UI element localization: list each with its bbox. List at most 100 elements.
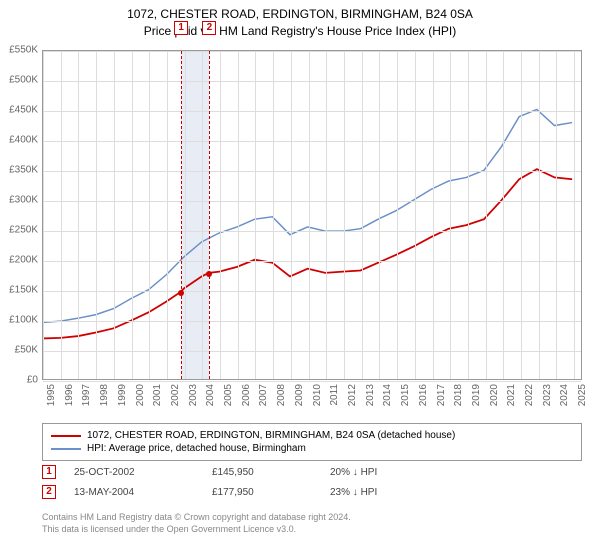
grid-line-vertical — [539, 51, 540, 379]
y-axis-label: £100K — [9, 315, 38, 326]
grid-line-vertical — [344, 51, 345, 379]
legend-item: 1072, CHESTER ROAD, ERDINGTON, BIRMINGHA… — [51, 430, 573, 441]
sale-date: 25-OCT-2002 — [74, 467, 194, 478]
legend-item: HPI: Average price, detached house, Birm… — [51, 443, 573, 454]
marker-badge-icon: 1 — [42, 465, 56, 479]
grid-line-horizontal — [43, 381, 581, 382]
y-axis-label: £0 — [27, 375, 38, 386]
grid-line-vertical — [291, 51, 292, 379]
chart-lines-svg — [43, 51, 581, 379]
grid-line-horizontal — [43, 51, 581, 52]
grid-line-vertical — [415, 51, 416, 379]
y-axis-label: £400K — [9, 135, 38, 146]
x-axis-label: 2015 — [400, 384, 411, 406]
grid-line-horizontal — [43, 291, 581, 292]
grid-line-vertical — [397, 51, 398, 379]
x-axis-label: 1999 — [117, 384, 128, 406]
x-axis-label: 2001 — [152, 384, 163, 406]
x-axis-label: 2021 — [506, 384, 517, 406]
grid-line-horizontal — [43, 261, 581, 262]
marker-line — [209, 51, 210, 379]
grid-line-vertical — [556, 51, 557, 379]
grid-line-vertical — [255, 51, 256, 379]
legend-label: 1072, CHESTER ROAD, ERDINGTON, BIRMINGHA… — [87, 430, 455, 441]
x-axis-label: 2025 — [577, 384, 588, 406]
x-axis-label: 2010 — [312, 384, 323, 406]
legend-swatch — [51, 448, 81, 450]
x-axis-label: 2019 — [471, 384, 482, 406]
x-axis-label: 2022 — [524, 384, 535, 406]
x-axis-label: 1995 — [46, 384, 57, 406]
grid-line-vertical — [468, 51, 469, 379]
marker-point — [178, 290, 184, 296]
grid-line-vertical — [379, 51, 380, 379]
x-axis-label: 2024 — [559, 384, 570, 406]
grid-line-vertical — [574, 51, 575, 379]
x-axis-label: 2004 — [205, 384, 216, 406]
grid-line-horizontal — [43, 201, 581, 202]
y-axis-label: £250K — [9, 225, 38, 236]
x-axis-label: 2012 — [347, 384, 358, 406]
x-axis-label: 2011 — [329, 384, 340, 406]
y-axis-label: £550K — [9, 45, 38, 56]
x-axis-label: 2013 — [365, 384, 376, 406]
data-table: 1 25-OCT-2002 £145,950 20% ↓ HPI 2 13-MA… — [42, 465, 582, 505]
sale-price: £177,950 — [212, 487, 312, 498]
legend: 1072, CHESTER ROAD, ERDINGTON, BIRMINGHA… — [42, 423, 582, 461]
grid-line-vertical — [149, 51, 150, 379]
marker-badge: 1 — [174, 21, 188, 35]
grid-line-vertical — [167, 51, 168, 379]
x-axis-label: 2020 — [489, 384, 500, 406]
hpi-delta: 23% ↓ HPI — [330, 487, 430, 498]
y-axis-label: £300K — [9, 195, 38, 206]
x-axis-label: 2016 — [418, 384, 429, 406]
x-axis-label: 2002 — [170, 384, 181, 406]
footer-line-2: This data is licensed under the Open Gov… — [42, 524, 582, 536]
grid-line-vertical — [43, 51, 44, 379]
grid-line-vertical — [220, 51, 221, 379]
marker-point — [206, 271, 212, 277]
marker-line — [181, 51, 182, 379]
x-axis-label: 1997 — [81, 384, 92, 406]
grid-line-vertical — [273, 51, 274, 379]
grid-line-vertical — [238, 51, 239, 379]
x-axis-label: 1996 — [64, 384, 75, 406]
marker-badge-icon: 2 — [42, 485, 56, 499]
chart-title: 1072, CHESTER ROAD, ERDINGTON, BIRMINGHA… — [0, 0, 600, 40]
footer-line-1: Contains HM Land Registry data © Crown c… — [42, 512, 582, 524]
x-axis-label: 2009 — [294, 384, 305, 406]
grid-line-vertical — [362, 51, 363, 379]
x-axis-label: 2003 — [188, 384, 199, 406]
sale-price: £145,950 — [212, 467, 312, 478]
grid-line-horizontal — [43, 231, 581, 232]
grid-line-horizontal — [43, 81, 581, 82]
grid-line-vertical — [114, 51, 115, 379]
y-axis-label: £200K — [9, 255, 38, 266]
grid-line-horizontal — [43, 351, 581, 352]
hpi-delta: 20% ↓ HPI — [330, 467, 430, 478]
title-line-1: 1072, CHESTER ROAD, ERDINGTON, BIRMINGHA… — [0, 6, 600, 23]
title-line-2: Price paid vs. HM Land Registry's House … — [0, 23, 600, 40]
grid-line-vertical — [96, 51, 97, 379]
y-axis-label: £500K — [9, 75, 38, 86]
sale-date: 13-MAY-2004 — [74, 487, 194, 498]
grid-line-horizontal — [43, 171, 581, 172]
x-axis-label: 2008 — [276, 384, 287, 406]
x-axis-label: 2018 — [453, 384, 464, 406]
data-row: 2 13-MAY-2004 £177,950 23% ↓ HPI — [42, 485, 582, 499]
grid-line-vertical — [78, 51, 79, 379]
grid-line-vertical — [132, 51, 133, 379]
grid-line-horizontal — [43, 141, 581, 142]
y-axis-label: £350K — [9, 165, 38, 176]
x-axis-label: 2005 — [223, 384, 234, 406]
grid-line-vertical — [503, 51, 504, 379]
x-axis-label: 1998 — [99, 384, 110, 406]
grid-line-horizontal — [43, 321, 581, 322]
grid-line-vertical — [433, 51, 434, 379]
grid-line-horizontal — [43, 111, 581, 112]
y-axis-label: £150K — [9, 285, 38, 296]
data-row: 1 25-OCT-2002 £145,950 20% ↓ HPI — [42, 465, 582, 479]
marker-badge: 2 — [202, 21, 216, 35]
legend-label: HPI: Average price, detached house, Birm… — [87, 443, 306, 454]
x-axis-label: 2014 — [382, 384, 393, 406]
